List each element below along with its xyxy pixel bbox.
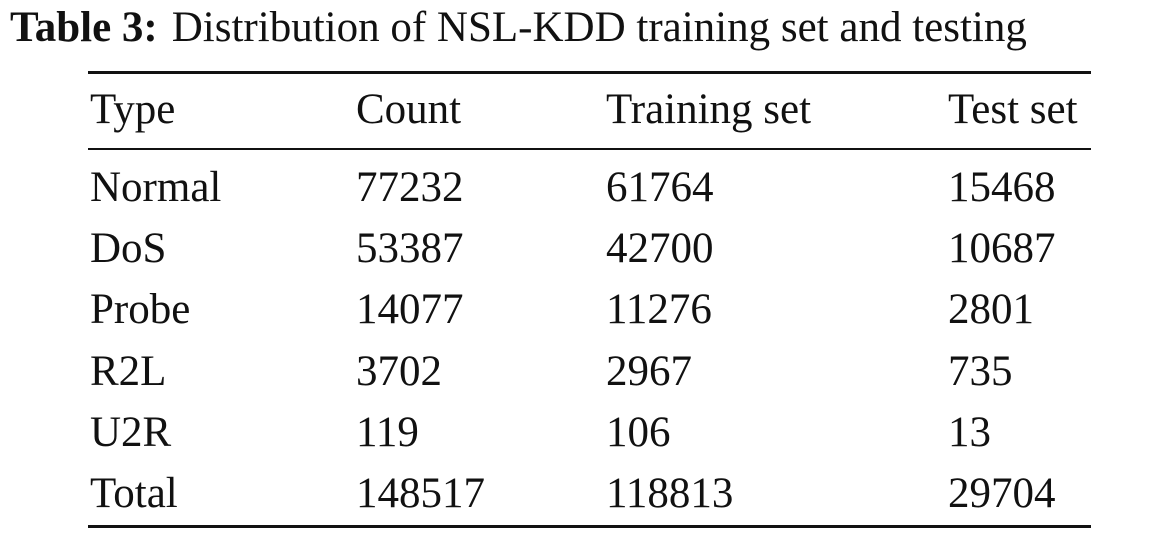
table-cell: 53387 [356, 225, 464, 273]
table-cell: R2L [90, 347, 167, 395]
table-cell: 13 [948, 408, 991, 456]
table-cell: 2801 [948, 286, 1034, 334]
table-cell: Total [90, 470, 178, 517]
header-cell: Type [90, 86, 176, 133]
caption-label: Table 3: [10, 4, 158, 51]
table-cell: 29704 [948, 470, 1056, 517]
header-cell: Count [356, 86, 462, 133]
table-cell: 14077 [356, 286, 464, 334]
header-cell: Training set [606, 86, 812, 133]
table-cell: Probe [90, 286, 191, 334]
table-cell: 11276 [606, 286, 712, 334]
header-cell: Test set [948, 86, 1078, 133]
bottom-rule [88, 525, 1091, 528]
table-cell: Normal [90, 164, 222, 211]
table-cell: 119 [356, 408, 419, 456]
table-cell: 42700 [606, 225, 714, 273]
caption: Table 3: Distribution of NSL-KDD training… [10, 4, 1027, 52]
table-cell: 148517 [356, 470, 485, 517]
table-cell: U2R [90, 408, 172, 456]
table-cell: 77232 [356, 164, 464, 211]
table-cell: 106 [606, 408, 671, 456]
table-cell: 15468 [948, 164, 1056, 211]
mid-rule [88, 148, 1091, 150]
table-cell: 2967 [606, 347, 692, 395]
table-cell: DoS [90, 225, 167, 273]
caption-text: Distribution of NSL-KDD training set and… [171, 4, 1027, 51]
table-cell: 118813 [606, 470, 734, 517]
table-cell: 61764 [606, 164, 714, 211]
table-cell: 10687 [948, 225, 1056, 273]
top-rule [88, 71, 1091, 74]
table-cell: 3702 [356, 347, 442, 395]
table-cell: 735 [948, 347, 1013, 395]
